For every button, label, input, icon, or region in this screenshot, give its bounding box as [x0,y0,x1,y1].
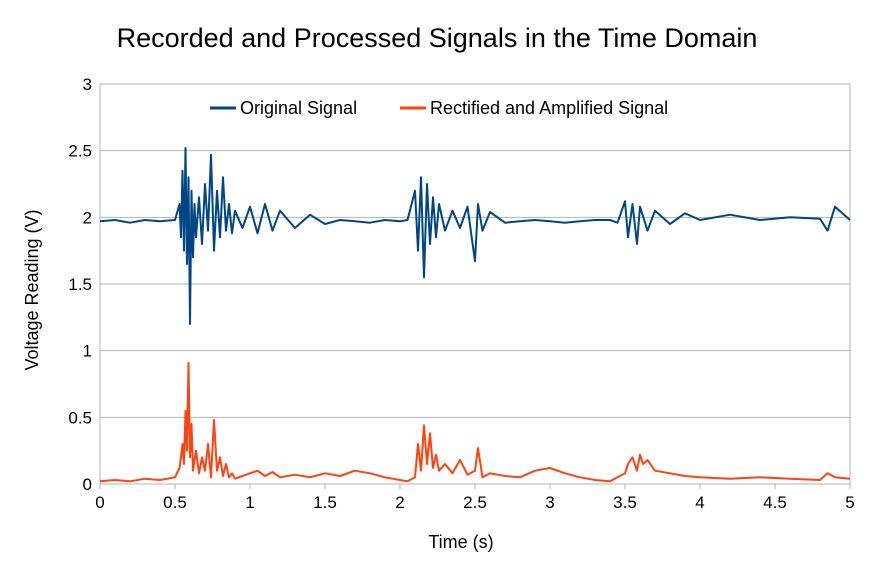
y-tick-label: 2.5 [68,142,92,161]
y-tick-label: 0.5 [68,408,92,427]
x-tick-label: 1 [245,493,254,512]
x-tick-label: 1.5 [313,493,337,512]
x-tick-label: 2.5 [463,493,487,512]
x-tick-label: 3 [545,493,554,512]
x-axis-label: Time (s) [428,532,493,552]
y-tick-label: 1 [83,342,92,361]
grid-lines [99,83,851,489]
x-tick-label: 0.5 [163,493,187,512]
series-layer [99,147,851,483]
legend: Original Signal Rectified and Amplified … [210,98,668,118]
y-tick-label: 3 [83,75,92,94]
x-tick-label: 4.5 [763,493,787,512]
series-line-rectified [99,361,851,483]
y-axis-label: Voltage Reading (V) [22,209,42,370]
x-tick-label: 3.5 [613,493,637,512]
chart-title: Recorded and Processed Signals in the Ti… [117,23,758,53]
y-tick-label: 1.5 [68,275,92,294]
legend-label-original: Original Signal [240,98,357,118]
x-tick-label: 2 [395,493,404,512]
x-tick-label: 0 [95,493,104,512]
x-tick-label: 4 [695,493,704,512]
y-tick-label: 2 [83,208,92,227]
tick-labels: 0 0.5 1 1.5 2 2.5 3 0 0.5 1 1.5 2 2.5 3 3.5 4 4.5 5 [68,75,854,512]
legend-label-rectified: Rectified and Amplified Signal [430,98,668,118]
plot-area [99,83,851,485]
y-tick-label: 0 [83,475,92,494]
x-tick-label: 5 [845,493,854,512]
series-line-original [99,147,851,325]
